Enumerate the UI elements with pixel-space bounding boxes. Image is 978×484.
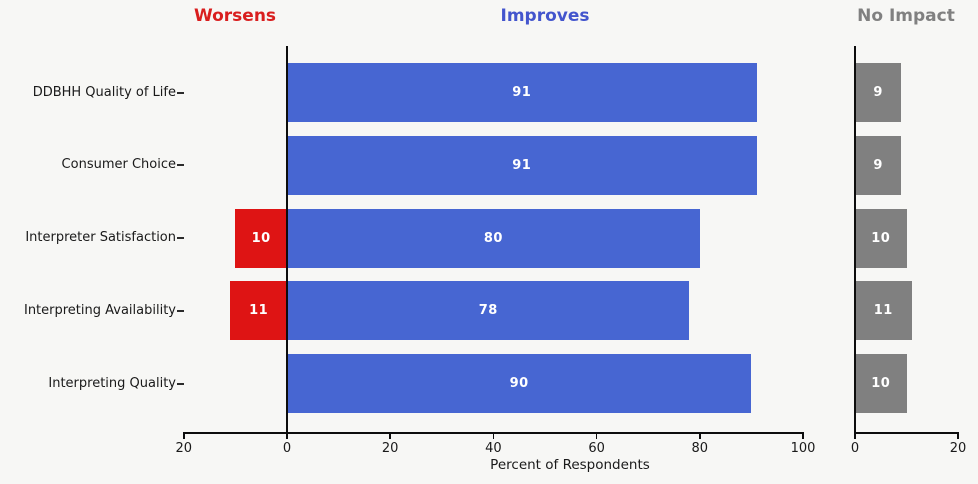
bar-worsens: 10	[235, 208, 287, 268]
x-axis-tick-label: 0	[850, 441, 860, 456]
bar-improves: 91	[287, 135, 757, 195]
bar-value-label: 10	[251, 230, 271, 246]
bar-value-label: 9	[873, 157, 883, 173]
bar-value-label: 90	[509, 376, 529, 391]
y-axis-category-label: DDBHH Quality of Life	[32, 84, 176, 100]
bar-value-label: 10	[871, 230, 891, 246]
bar-value-label: 80	[483, 230, 503, 246]
x-axis-tick-mark	[802, 434, 804, 439]
bar-improves: 78	[287, 281, 690, 341]
bar-no-impact: 9	[855, 63, 902, 122]
x-axis-tick-mark	[183, 434, 185, 439]
bar-value-label: 78	[478, 303, 498, 319]
x-axis-tick-label: 20	[949, 441, 967, 456]
x-axis-tick-label: 80	[691, 441, 709, 456]
bar-improves: 90	[287, 354, 752, 413]
bar-no-impact: 9	[855, 135, 902, 195]
bar-no-impact: 10	[855, 208, 907, 268]
bar-value-label: 10	[871, 376, 891, 391]
x-axis-tick-mark	[389, 434, 391, 439]
bar-improves: 80	[287, 208, 700, 268]
section-title-no-impact: No Impact	[857, 6, 955, 26]
y-axis-tick-mark	[177, 91, 184, 94]
x-axis-tick-mark	[286, 434, 288, 439]
bar-no-impact: 11	[855, 281, 912, 341]
x-axis-tick-label: 0	[282, 441, 292, 456]
y-axis-category-label: Interpreting Availability	[23, 302, 176, 318]
x-axis-tick-mark	[595, 434, 598, 439]
no-impact-x-axis-line	[854, 432, 959, 434]
bar-worsens: 11	[230, 281, 287, 341]
x-axis-tick-mark	[957, 434, 959, 439]
bar-value-label: 91	[512, 85, 532, 100]
x-axis-tick-mark	[854, 434, 856, 439]
x-axis-tick-label: 60	[588, 441, 605, 456]
y-axis-tick-mark	[177, 164, 184, 167]
main-zero-line	[286, 46, 288, 432]
bar-value-label: 11	[249, 303, 269, 319]
bar-no-impact: 10	[855, 354, 907, 413]
y-axis-category-label: Interpreting Quality	[48, 375, 176, 391]
y-axis-category-label: Consumer Choice	[61, 157, 176, 173]
y-axis-tick-mark	[177, 382, 184, 385]
y-axis-tick-mark	[177, 309, 184, 312]
main-x-axis-line	[182, 432, 804, 434]
x-axis-tick-label: 40	[485, 441, 502, 456]
x-axis-tick-label: 20	[381, 441, 399, 456]
bar-value-label: 9	[873, 85, 883, 100]
bar-value-label: 11	[873, 303, 893, 319]
x-axis-title: Percent of Respondents	[490, 457, 650, 473]
bar-improves: 91	[287, 63, 757, 122]
x-axis-tick-mark	[492, 434, 495, 439]
x-axis-tick-mark	[699, 434, 701, 439]
section-title-worsens: Worsens	[193, 6, 277, 26]
bar-value-label: 91	[512, 157, 532, 173]
x-axis-tick-label: 20	[175, 441, 193, 456]
y-axis-tick-mark	[177, 237, 184, 239]
section-title-improves: Improves	[500, 6, 590, 26]
x-axis-tick-label: 100	[790, 441, 816, 456]
y-axis-category-label: Interpreter Satisfaction	[25, 230, 176, 245]
no-impact-zero-line	[854, 46, 856, 432]
